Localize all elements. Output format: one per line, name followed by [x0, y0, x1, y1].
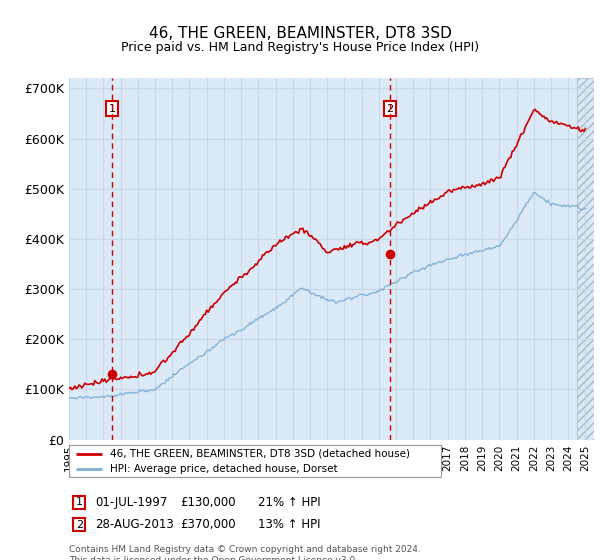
Text: 28-AUG-2013: 28-AUG-2013	[95, 518, 173, 531]
Text: 46, THE GREEN, BEAMINSTER, DT8 3SD: 46, THE GREEN, BEAMINSTER, DT8 3SD	[149, 26, 451, 41]
Text: HPI: Average price, detached house, Dorset: HPI: Average price, detached house, Dors…	[110, 464, 338, 474]
Text: £370,000: £370,000	[180, 518, 236, 531]
Text: 2: 2	[386, 104, 394, 114]
Text: 21% ↑ HPI: 21% ↑ HPI	[258, 496, 320, 509]
Text: 13% ↑ HPI: 13% ↑ HPI	[258, 518, 320, 531]
Text: £130,000: £130,000	[180, 496, 236, 509]
Text: 2: 2	[76, 520, 83, 530]
Text: 1: 1	[109, 104, 116, 114]
Text: 01-JUL-1997: 01-JUL-1997	[95, 496, 167, 509]
Text: Price paid vs. HM Land Registry's House Price Index (HPI): Price paid vs. HM Land Registry's House …	[121, 41, 479, 54]
Text: Contains HM Land Registry data © Crown copyright and database right 2024.
This d: Contains HM Land Registry data © Crown c…	[69, 545, 421, 560]
Text: 1: 1	[76, 497, 83, 507]
Text: 46, THE GREEN, BEAMINSTER, DT8 3SD (detached house): 46, THE GREEN, BEAMINSTER, DT8 3SD (deta…	[110, 449, 410, 459]
